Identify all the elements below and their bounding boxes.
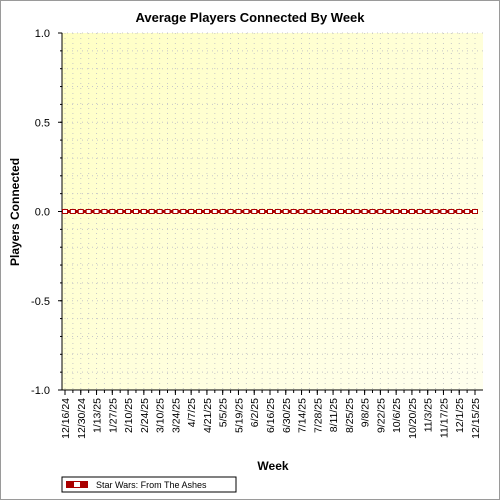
data-point [219,209,226,214]
y-tick-label: -1.0 [31,385,50,397]
data-point [109,209,116,214]
data-point [172,209,179,214]
data-point [62,209,68,214]
x-tick-label: 1/27/25 [107,398,119,433]
data-point [464,209,471,214]
x-tick-label: 12/30/24 [76,398,88,439]
data-point [156,209,163,214]
x-tick-label: 4/7/25 [186,398,198,427]
data-point [337,209,344,214]
data-point [77,209,84,214]
data-point [251,209,258,214]
x-tick-label: 12/16/24 [60,398,72,439]
x-tick-label: 5/5/25 [218,398,230,427]
data-point [93,209,100,214]
x-tick-label: 3/24/25 [170,398,182,433]
x-tick-label: 3/10/25 [155,398,167,433]
data-point [369,209,376,214]
data-point [85,209,92,214]
data-point [408,209,415,214]
data-point [101,209,108,214]
x-tick-label: 9/8/25 [360,398,372,427]
data-point [267,209,273,214]
x-tick-label: 10/6/25 [391,398,403,433]
x-tick-label: 6/30/25 [281,398,293,433]
x-tick-label: 12/15/25 [470,398,482,439]
y-tick-label: 0.0 [35,207,50,219]
data-point [440,209,447,214]
data-point [393,209,400,214]
data-point [140,209,147,214]
x-tick-label: 8/11/25 [328,398,340,432]
data-point [125,209,132,214]
data-point [472,209,478,214]
x-tick-label: 11/3/25 [423,398,435,432]
data-point [456,209,463,214]
data-point [69,209,76,214]
data-point [188,209,195,214]
x-tick-label: 2/10/25 [123,398,135,433]
x-tick-label: 5/19/25 [233,398,245,433]
legend-marker [74,482,80,487]
y-axis-label: Players Connected [8,158,22,266]
x-tick-label: 1/13/25 [92,398,104,433]
x-tick-label: 12/1/25 [454,398,466,433]
data-point [282,209,289,214]
data-point [306,209,313,214]
x-tick-label: 4/21/25 [202,398,214,433]
data-point [243,209,250,214]
data-point [117,209,124,214]
legend: Star Wars: From The Ashes [61,476,237,493]
legend-box [61,476,237,493]
data-point [314,209,321,214]
data-point [259,209,266,214]
data-point [322,209,329,214]
data-point [274,209,281,214]
data-point [385,209,392,214]
x-tick-label: 11/17/25 [438,398,450,438]
data-point [416,209,423,214]
x-tick-label: 7/14/25 [297,398,309,433]
data-point [345,209,352,214]
data-point [203,209,210,214]
data-point [180,209,187,214]
data-point [132,209,139,214]
data-point [235,209,242,214]
data-point [227,209,234,214]
x-axis-label: Week [257,459,288,473]
series-layer [62,209,478,214]
data-point [211,209,218,214]
x-tick-label: 6/16/25 [265,398,277,433]
chart-title: Average Players Connected By Week [135,10,365,25]
data-point [353,209,360,214]
legend-label: Star Wars: From The Ashes [96,480,207,490]
y-tick-label: 1.0 [35,28,50,40]
data-point [424,209,431,214]
x-tick-label: 9/22/25 [375,398,387,433]
x-tick-label: 7/28/25 [312,398,324,433]
data-point [164,209,171,214]
y-tick-label: 0.5 [35,117,50,129]
y-axis-ticks: 1.0 0.5 0.0 -0.5 -1.0 [31,28,62,397]
data-point [361,209,368,214]
x-tick-label: 6/2/25 [249,398,261,427]
data-point [448,209,455,214]
y-tick-label: -0.5 [31,296,50,308]
x-tick-label: 8/25/25 [344,398,356,433]
data-point [196,209,203,214]
x-tick-label: 10/20/25 [407,398,419,439]
data-point [432,209,439,214]
data-point [377,209,384,214]
data-point [148,209,155,214]
data-point [290,209,297,214]
data-point [330,209,337,214]
x-axis-ticks: 12/16/24 12/30/24 1/13/25 1/27/25 2/10/25 2/2… [60,390,482,439]
x-tick-label: 2/24/25 [139,398,151,433]
data-point [298,209,305,214]
data-point [401,209,408,214]
